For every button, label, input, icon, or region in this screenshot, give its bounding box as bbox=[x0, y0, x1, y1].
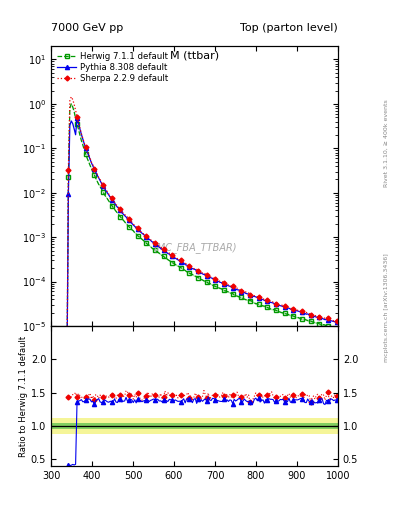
Legend: Herwig 7.1.1 default, Pythia 8.308 default, Sherpa 2.2.9 default: Herwig 7.1.1 default, Pythia 8.308 defau… bbox=[55, 50, 169, 85]
Sherpa 2.2.9 default bbox=[312, 313, 317, 319]
Y-axis label: Ratio to Herwig 7.1.1 default: Ratio to Herwig 7.1.1 default bbox=[19, 335, 28, 457]
Line: Herwig 7.1.1 default: Herwig 7.1.1 default bbox=[49, 102, 340, 372]
Pythia 8.308 default bbox=[323, 316, 327, 323]
Text: Rivet 3.1.10, ≥ 400k events: Rivet 3.1.10, ≥ 400k events bbox=[384, 99, 389, 187]
Text: 7000 GeV pp: 7000 GeV pp bbox=[51, 23, 123, 33]
Pythia 8.308 default bbox=[75, 115, 79, 121]
Sherpa 2.2.9 default bbox=[69, 94, 73, 100]
Sherpa 2.2.9 default bbox=[103, 187, 108, 193]
Pythia 8.308 default bbox=[336, 320, 340, 326]
Pythia 8.308 default bbox=[60, 367, 65, 373]
Pythia 8.308 default bbox=[312, 313, 317, 319]
Pythia 8.308 default bbox=[49, 367, 53, 373]
Sherpa 2.2.9 default bbox=[66, 166, 71, 173]
Pythia 8.308 default bbox=[103, 187, 108, 194]
Text: (MC_FBA_TTBAR): (MC_FBA_TTBAR) bbox=[153, 242, 236, 253]
Line: Pythia 8.308 default: Pythia 8.308 default bbox=[49, 116, 340, 372]
Sherpa 2.2.9 default bbox=[60, 367, 65, 373]
Herwig 7.1.1 default bbox=[66, 174, 71, 180]
Herwig 7.1.1 default bbox=[336, 326, 340, 332]
Sherpa 2.2.9 default bbox=[336, 319, 340, 326]
Herwig 7.1.1 default bbox=[312, 319, 317, 326]
Herwig 7.1.1 default bbox=[127, 224, 131, 230]
Pythia 8.308 default bbox=[127, 218, 131, 224]
Pythia 8.308 default bbox=[66, 190, 71, 197]
Line: Sherpa 2.2.9 default: Sherpa 2.2.9 default bbox=[50, 95, 340, 372]
Herwig 7.1.1 default bbox=[69, 101, 73, 107]
Text: mcplots.cern.ch [arXiv:1306.3436]: mcplots.cern.ch [arXiv:1306.3436] bbox=[384, 253, 389, 361]
Text: Top (parton level): Top (parton level) bbox=[240, 23, 338, 33]
Text: M (ttbar): M (ttbar) bbox=[170, 50, 219, 60]
Herwig 7.1.1 default bbox=[103, 194, 108, 200]
Sherpa 2.2.9 default bbox=[127, 217, 131, 223]
Sherpa 2.2.9 default bbox=[323, 315, 327, 322]
Herwig 7.1.1 default bbox=[49, 367, 53, 373]
Herwig 7.1.1 default bbox=[323, 322, 327, 328]
Herwig 7.1.1 default bbox=[60, 367, 65, 373]
Sherpa 2.2.9 default bbox=[49, 367, 53, 373]
